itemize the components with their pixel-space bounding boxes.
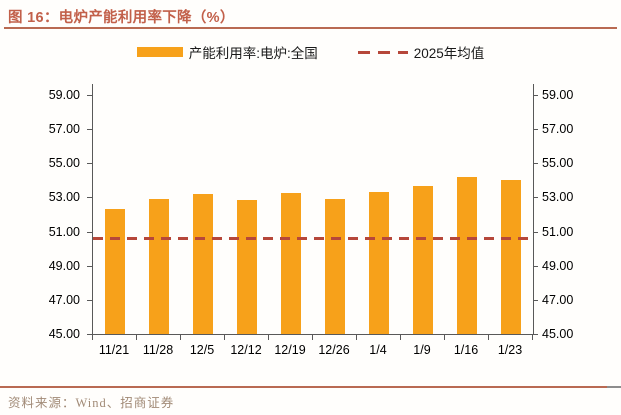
bar-12/12 bbox=[237, 200, 257, 334]
x-axis-tick bbox=[444, 335, 445, 340]
bar-1/4 bbox=[369, 192, 389, 334]
x-axis-label-11/28: 11/28 bbox=[142, 343, 174, 357]
y-axis-label-right: 57.00 bbox=[542, 122, 574, 137]
title-divider bbox=[4, 27, 617, 29]
x-axis-label-12/12: 12/12 bbox=[230, 343, 262, 357]
x-axis-label-12/19: 12/19 bbox=[274, 343, 306, 357]
y-axis-tick-left bbox=[87, 265, 92, 267]
y-axis-tick-left bbox=[87, 299, 92, 301]
x-axis-tick bbox=[224, 335, 225, 340]
legend-item-bar-series: 产能利用率:电炉:全国 bbox=[136, 42, 318, 62]
x-axis-tick bbox=[312, 335, 313, 340]
y-axis-tick-right bbox=[533, 334, 538, 335]
y-axis-tick-right bbox=[533, 129, 538, 131]
x-axis-label-1/16: 1/16 bbox=[453, 343, 479, 357]
x-axis-label-1/9: 1/9 bbox=[413, 343, 431, 357]
legend-item-mean-line: 2025年均值 bbox=[357, 42, 485, 62]
x-axis-tick bbox=[356, 335, 357, 340]
bar-1/23 bbox=[501, 179, 521, 334]
y-axis-label-right: 53.00 bbox=[542, 190, 574, 205]
x-axis-label-12/5: 12/5 bbox=[189, 343, 215, 357]
y-axis-tick-right bbox=[533, 231, 538, 233]
y-axis-tick-left bbox=[87, 129, 92, 131]
footer-divider-end-cap bbox=[607, 386, 621, 388]
legend-mean-line-label: 2025年均值 bbox=[413, 46, 485, 61]
y-axis-tick-left bbox=[87, 95, 92, 97]
bar-1/16 bbox=[457, 177, 477, 334]
bar-12/19 bbox=[281, 193, 301, 334]
bar-series-swatch-icon bbox=[136, 47, 183, 57]
y-axis-label-right: 49.00 bbox=[542, 258, 574, 273]
x-axis-label-1/4: 1/4 bbox=[369, 343, 387, 357]
y-axis-tick-left bbox=[87, 163, 92, 165]
x-axis-tick bbox=[400, 335, 401, 340]
y-axis-label-right: 45.00 bbox=[542, 327, 574, 341]
x-axis-tick bbox=[180, 335, 181, 340]
legend-bar-series-label: 产能利用率:电炉:全国 bbox=[188, 46, 318, 61]
mean-value-line bbox=[93, 236, 533, 240]
y-axis-tick-right bbox=[533, 95, 538, 97]
y-axis-label-right: 55.00 bbox=[542, 156, 574, 171]
y-axis-label-left: 51.00 bbox=[48, 224, 80, 239]
y-axis-tick-right bbox=[533, 163, 538, 165]
bar-12/5 bbox=[193, 194, 213, 334]
y-axis-tick-right bbox=[533, 197, 538, 199]
y-axis-label-right: 47.00 bbox=[542, 292, 574, 307]
bar-1/9 bbox=[413, 185, 433, 334]
y-axis-label-left: 57.00 bbox=[48, 122, 80, 137]
y-axis-label-right: 51.00 bbox=[542, 224, 574, 239]
bar-11/28 bbox=[149, 199, 169, 334]
y-axis-tick-right bbox=[533, 265, 538, 267]
bar-12/26 bbox=[325, 199, 345, 334]
y-axis-label-left: 49.00 bbox=[48, 258, 80, 273]
y-axis-label-left: 55.00 bbox=[48, 156, 80, 171]
y-axis-tick-left bbox=[87, 334, 92, 335]
y-axis-label-left: 47.00 bbox=[48, 292, 80, 307]
y-axis-label-left: 45.00 bbox=[48, 327, 80, 341]
y-axis-tick-left bbox=[87, 231, 92, 233]
y-axis-tick-left bbox=[87, 197, 92, 199]
x-axis-tick bbox=[92, 335, 93, 340]
x-axis-label-11/21: 11/21 bbox=[98, 343, 130, 357]
y-axis-tick-right bbox=[533, 299, 538, 301]
chart-legend: 产能利用率:电炉:全国 2025年均值 bbox=[0, 42, 621, 62]
x-axis-tick bbox=[136, 335, 137, 340]
source-note: 资料来源：Wind、招商证券 bbox=[8, 396, 175, 410]
y-axis-label-left: 59.00 bbox=[48, 88, 80, 103]
x-axis-tick bbox=[488, 335, 489, 340]
x-axis-label-1/23: 1/23 bbox=[497, 343, 523, 357]
x-axis-tick bbox=[532, 335, 533, 340]
footer-divider bbox=[0, 386, 607, 388]
plot-area bbox=[92, 84, 534, 335]
y-axis-label-right: 59.00 bbox=[542, 88, 574, 103]
y-axis-label-left: 53.00 bbox=[48, 190, 80, 205]
dashed-line-swatch-icon bbox=[357, 50, 408, 54]
x-axis-label-12/26: 12/26 bbox=[318, 343, 350, 357]
bar-11/21 bbox=[105, 208, 125, 334]
x-axis-tick bbox=[268, 335, 269, 340]
figure-title: 图 16：电炉产能利用率下降（%） bbox=[8, 10, 235, 26]
